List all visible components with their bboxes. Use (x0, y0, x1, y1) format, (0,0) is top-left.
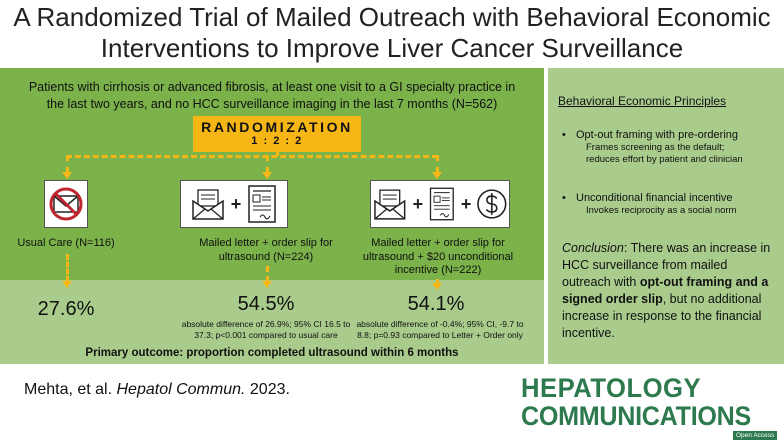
citation: Mehta, et al. Hepatol Commun. 2023. (24, 381, 290, 399)
arm-2-note-line-2: 37.3; p<0.001 compared to usual care (194, 330, 338, 340)
arm-2-result-note: absolute difference of 26.9%; 95% CI 16.… (150, 319, 382, 341)
eligibility-line-1: Patients with cirrhosis or advanced fibr… (28, 80, 516, 94)
arm-2-label: Mailed letter + order slip for ultrasoun… (150, 237, 382, 264)
arrow-result-3 (432, 283, 442, 290)
arm-3-note-line-2: 8.8; p=0.93 compared to Letter + Order o… (357, 330, 523, 340)
principle-1-desc-line-1: Frames screening as the default; (586, 142, 725, 153)
letter-icon (191, 189, 224, 220)
arm-3-label-line-2: ultrasound + $20 unconditional (362, 250, 514, 263)
connector-result-2 (266, 266, 269, 282)
arm-3-icon-box: + + (370, 180, 510, 228)
arm-2-note-line-1: absolute difference of 26.9%; 95% CI 16.… (181, 319, 351, 329)
arrow-arm-1 (62, 172, 72, 179)
arrow-arm-3 (432, 172, 442, 179)
randomization-label: RANDOMIZATION (201, 119, 353, 135)
primary-outcome: Primary outcome: proportion completed ul… (85, 347, 459, 359)
journal-logo-line-1: HEPATOLOGY (521, 373, 702, 403)
figure-title: A Randomized Trial of Mailed Outreach wi… (0, 2, 784, 64)
randomization-ratio: 1 : 2 : 2 (251, 135, 303, 147)
dollar-icon (477, 189, 507, 219)
arm-1-label: Usual Care (N=116) (6, 237, 126, 251)
plus-sign: + (412, 193, 424, 214)
arm-2-icon-box: + (180, 180, 288, 228)
arm-3-label-line-1: Mailed letter + order slip for (371, 237, 505, 249)
conclusion: Conclusion: There was an increase in HCC… (562, 240, 774, 342)
conclusion-label: Conclusion (562, 241, 624, 255)
bullet: • (562, 192, 566, 204)
conclusion-emphasis: opt-out framing and a signed order slip (562, 275, 769, 306)
principle-2-head: Unconditional financial incentive (576, 192, 733, 204)
conclusion-text-2: , but no additional increase in response… (562, 292, 762, 340)
study-design-panel (0, 68, 544, 280)
arm-2-label-line-2: ultrasound (N=224) (218, 250, 314, 263)
principle-2-desc-line-1: Invokes reciprocity as a social norm (586, 205, 737, 216)
arrow-arm-2 (262, 172, 272, 179)
principles-title: Behavioral Economic Principles (558, 94, 727, 108)
principle-incentive: • Unconditional financial incentive Invo… (562, 191, 777, 217)
principle-opt-out: • Opt-out framing with pre-ordering Fram… (562, 128, 777, 166)
connector-result-1 (66, 254, 69, 282)
principles-panel (548, 68, 784, 364)
open-access-badge: Open Access (733, 431, 778, 440)
connector-horizontal (66, 155, 438, 158)
principle-1-desc-line-2: reduces effort by patient and clinician (586, 154, 743, 165)
arrow-result-2 (262, 281, 272, 288)
principle-1-head: Opt-out framing with pre-ordering (576, 129, 739, 141)
results-panel (0, 280, 544, 364)
no-mail-icon (49, 187, 83, 221)
title-line-2: Interventions to Improve Liver Cancer Su… (100, 33, 684, 63)
arm-3-result-note: absolute difference of -0.4%; 95% CI, -9… (340, 319, 540, 341)
title-line-1: A Randomized Trial of Mailed Outreach wi… (13, 2, 771, 32)
order-slip-icon (429, 187, 454, 221)
conclusion-text-1: : There was an increase in HCC surveilla… (562, 241, 771, 289)
connector-arm-1 (66, 155, 69, 173)
randomization-box: RANDOMIZATION 1 : 2 : 2 (193, 116, 361, 152)
arm-1-label-line-1: Usual Care (N=116) (17, 237, 115, 249)
arm-3-result: 54.1% (407, 293, 465, 315)
arm-1-result: 27.6% (37, 298, 95, 320)
connector-result-3 (436, 279, 439, 283)
citation-year: 2023. (245, 381, 290, 398)
arm-1-icon-box (44, 180, 88, 228)
journal-logo-line-2: COMMUNICATIONS (521, 401, 751, 431)
plus-sign: + (460, 193, 472, 214)
order-slip-icon (248, 185, 276, 223)
arrow-result-1 (62, 281, 72, 288)
eligibility-line-2: the last two years, and no HCC surveilla… (46, 97, 498, 111)
citation-authors: Mehta, et al. (24, 381, 117, 398)
journal-logo: HEPATOLOGY COMMUNICATIONS (521, 374, 784, 430)
arm-3-label: Mailed letter + order slip for ultrasoun… (340, 237, 536, 278)
arm-3-label-line-3: incentive (N=222) (394, 264, 482, 276)
connector-rand-down (276, 152, 279, 156)
citation-journal: Hepatol Commun. (116, 381, 246, 398)
eligibility-criteria: Patients with cirrhosis or advanced fibr… (14, 79, 530, 113)
connector-arm-2 (266, 155, 269, 173)
letter-icon (374, 189, 406, 220)
connector-arm-3 (436, 155, 439, 173)
arm-3-note-line-1: absolute difference of -0.4%; 95% CI, -9… (356, 319, 524, 329)
plus-sign: + (230, 193, 242, 214)
arm-2-label-line-1: Mailed letter + order slip for (199, 237, 333, 249)
bullet: • (562, 129, 566, 141)
arm-2-result: 54.5% (237, 293, 295, 315)
